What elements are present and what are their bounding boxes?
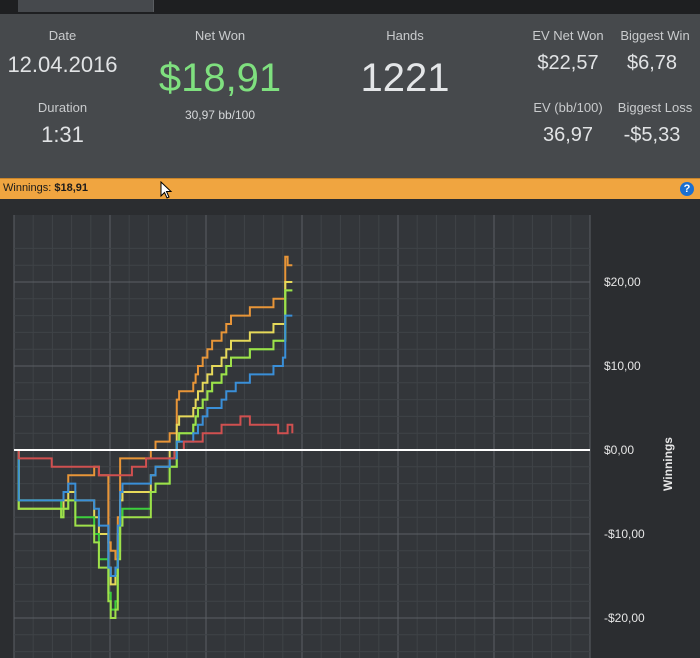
duration-label: Duration xyxy=(37,100,88,115)
date-label: Date xyxy=(48,28,77,43)
y-tick-label: -$20,00 xyxy=(604,611,645,625)
biggest-win-value: $6,78 xyxy=(626,52,678,74)
biggest-win-label: Biggest Win xyxy=(620,28,690,43)
winnings-value: $18,91 xyxy=(54,182,89,194)
chart-series xyxy=(14,255,590,619)
y-tick-label: $0,00 xyxy=(604,443,634,457)
winnings-label-text: Winnings: xyxy=(3,182,52,194)
y-tick-label: $10,00 xyxy=(604,359,641,373)
chart-grid xyxy=(13,215,591,658)
biggest-loss-label: Biggest Loss xyxy=(617,100,693,115)
winnings-chart: $20,00 $10,00 $0,00 -$10,00 -$20,00 Winnings xyxy=(0,199,700,658)
y-axis-ticks: $20,00 $10,00 $0,00 -$10,00 -$20,00 xyxy=(604,275,645,625)
winnings-label: Winnings: $18,91 xyxy=(3,182,88,194)
ev-bb-value: 36,97 xyxy=(542,124,594,146)
ev-bb-label: EV (bb/100) xyxy=(533,100,603,115)
date-value: 12.04.2016 xyxy=(7,52,118,77)
winnings-bar[interactable]: Winnings: $18,91 ? xyxy=(0,178,700,200)
bb-per-100: 30,97 bb/100 xyxy=(184,108,256,122)
hands-label: Hands xyxy=(386,28,424,43)
duration-value: 1:31 xyxy=(41,122,84,147)
net-won-label: Net Won xyxy=(194,28,246,43)
mouse-cursor-icon xyxy=(160,181,173,199)
series-line-blue xyxy=(14,314,293,577)
y-tick-label: $20,00 xyxy=(604,275,641,289)
session-stats-panel: Date 12.04.2016 Duration 1:31 Net Won $1… xyxy=(0,14,700,178)
y-tick-label: -$10,00 xyxy=(604,527,645,541)
net-won-value: $18,91 xyxy=(158,56,282,100)
ev-net-won-value: $22,57 xyxy=(537,52,599,74)
hands-value: 1221 xyxy=(360,56,450,100)
y-axis-label: Winnings xyxy=(661,437,675,491)
help-icon[interactable]: ? xyxy=(680,182,694,196)
active-tab[interactable] xyxy=(18,0,154,12)
ev-net-won-label: EV Net Won xyxy=(532,28,604,43)
biggest-loss-value: -$5,33 xyxy=(623,124,681,146)
top-tab-strip xyxy=(0,0,700,14)
